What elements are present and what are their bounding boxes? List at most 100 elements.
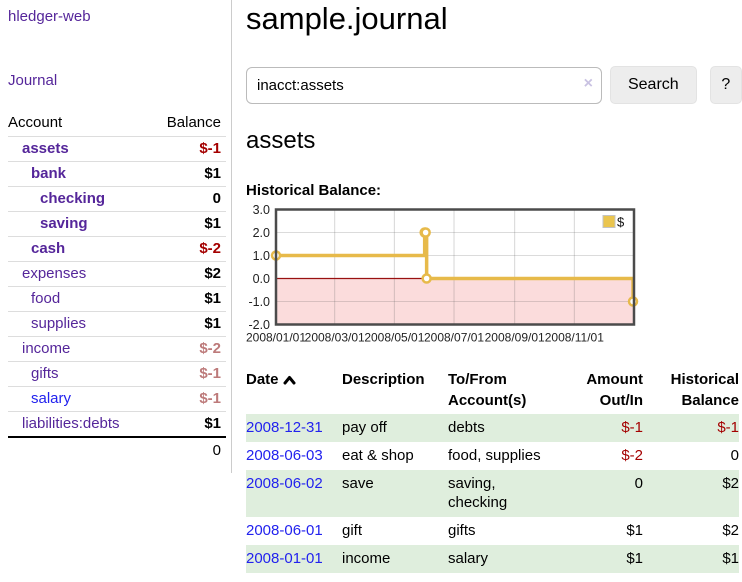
x-tick-label: 2008/09/01 bbox=[485, 331, 545, 345]
transaction-balance: $2 bbox=[643, 470, 739, 517]
accounts-body: assets $-1 bank $1 checking bbox=[8, 136, 226, 437]
transaction-description: income bbox=[342, 545, 448, 573]
x-tick-label: 2008/07/01 bbox=[424, 331, 484, 345]
accounts-col-balance: Balance bbox=[166, 114, 221, 131]
account-link[interactable]: cash bbox=[31, 240, 66, 257]
account-row: food $1 bbox=[8, 286, 226, 312]
account-balance: $1 bbox=[150, 211, 226, 237]
account-row: checking 0 bbox=[8, 186, 226, 212]
transaction-balance: $1 bbox=[643, 545, 739, 573]
account-row: supplies $1 bbox=[8, 311, 226, 337]
account-link[interactable]: food bbox=[31, 290, 61, 307]
transaction-date-link[interactable]: 2008-01-01 bbox=[246, 550, 323, 567]
sidebar: hledger-web Journal Account Balance asse… bbox=[0, 0, 232, 473]
x-tick-label: 2008/01/01 bbox=[246, 331, 306, 345]
account-row: liabilities:debts $1 bbox=[8, 411, 226, 437]
col-balance: Historical Balance bbox=[670, 371, 739, 409]
transaction-date-link[interactable]: 2008-06-01 bbox=[246, 522, 323, 539]
historical-balance-chart: $3.0 2.0 1.0 0.0 -1.0 -2.0 2008/01/01 2008/03/0… bbox=[246, 203, 646, 348]
transaction-description: save bbox=[342, 470, 448, 517]
transaction-row: 2008-06-03 eat & shop food, supplies $-2… bbox=[246, 442, 739, 470]
account-link[interactable]: salary bbox=[31, 390, 72, 407]
account-link[interactable]: checking bbox=[40, 190, 106, 207]
col-description: Description bbox=[342, 371, 425, 388]
account-balance: $-2 bbox=[150, 236, 226, 262]
account-link[interactable]: bank bbox=[31, 165, 67, 182]
data-point-marker bbox=[420, 227, 431, 238]
help-button[interactable]: ? bbox=[709, 66, 742, 104]
account-row: expenses $2 bbox=[8, 261, 226, 287]
accounts-table: Account Balance assets $-1 ban bbox=[8, 110, 226, 463]
data-point-marker bbox=[421, 273, 432, 284]
transaction-accounts: salary bbox=[448, 545, 548, 573]
account-balance: $-1 bbox=[150, 361, 226, 387]
transaction-row: 2008-06-02 save saving, checking 0 $2 bbox=[246, 470, 739, 517]
col-amount: Amount Out/In bbox=[586, 371, 643, 409]
account-link[interactable]: gifts bbox=[31, 365, 59, 382]
register-header-row: Date Description To/From Account(s) Amou… bbox=[246, 367, 739, 414]
transaction-date-link[interactable]: 2008-12-31 bbox=[246, 419, 323, 436]
accounts-total-row: 0 bbox=[8, 436, 226, 463]
account-link[interactable]: supplies bbox=[31, 315, 87, 332]
x-tick-label: 2008/11/01 bbox=[545, 331, 604, 345]
register-body: 2008-12-31 pay off debts $-1 $-1 2008-06… bbox=[246, 414, 739, 573]
transaction-amount: $1 bbox=[626, 522, 643, 539]
transaction-row: 2008-01-01 income salary $1 $1 bbox=[246, 545, 739, 573]
sidebar-item-journal[interactable]: Journal bbox=[8, 72, 58, 89]
y-tick-label: 0.0 bbox=[253, 272, 270, 286]
y-tick-label: -2.0 bbox=[248, 318, 270, 332]
chart-heading: Historical Balance: bbox=[246, 182, 382, 199]
account-balance: 0 bbox=[150, 186, 226, 212]
account-link[interactable]: income bbox=[22, 340, 71, 357]
x-tick-label: 2008/03/01 bbox=[305, 331, 365, 345]
chart-frame bbox=[274, 208, 636, 326]
account-link[interactable]: expenses bbox=[22, 265, 87, 282]
search-form: × Search ? bbox=[246, 66, 742, 104]
col-date-sort[interactable]: Date bbox=[246, 367, 342, 414]
account-row: saving $1 bbox=[8, 211, 226, 237]
accounts-col-account: Account bbox=[8, 114, 63, 131]
transaction-date-link[interactable]: 2008-06-03 bbox=[246, 447, 323, 464]
account-row: bank $1 bbox=[8, 161, 226, 187]
transaction-description: eat & shop bbox=[342, 447, 414, 464]
transaction-amount: $-1 bbox=[548, 414, 643, 442]
account-title: assets bbox=[246, 127, 316, 154]
account-link[interactable]: liabilities:debts bbox=[22, 415, 120, 432]
x-tick-label: 2008/05/01 bbox=[364, 331, 424, 345]
transaction-accounts: debts bbox=[448, 414, 548, 442]
account-row: cash $-2 bbox=[8, 236, 226, 262]
account-balance: $-2 bbox=[150, 336, 226, 362]
transaction-date-link[interactable]: 2008-06-02 bbox=[246, 475, 323, 492]
account-balance: $1 bbox=[150, 411, 226, 437]
search-button[interactable]: Search bbox=[609, 66, 697, 104]
page-title: sample.journal bbox=[246, 1, 448, 36]
y-tick-label: 2.0 bbox=[253, 226, 270, 240]
account-link[interactable]: assets bbox=[22, 140, 69, 157]
transaction-amount: 0 bbox=[548, 470, 643, 517]
search-box: × bbox=[246, 66, 602, 104]
account-balance: $2 bbox=[150, 261, 226, 287]
account-balance: $1 bbox=[150, 286, 226, 312]
account-row: assets $-1 bbox=[8, 136, 226, 162]
transaction-description: gift bbox=[342, 522, 363, 539]
legend-swatch bbox=[602, 215, 616, 228]
col-accounts: To/From Account(s) bbox=[448, 371, 527, 409]
app-title-link[interactable]: hledger-web bbox=[8, 8, 91, 25]
transaction-accounts: gifts bbox=[448, 522, 476, 539]
clear-search-icon[interactable]: × bbox=[583, 74, 593, 92]
account-row: income $-2 bbox=[8, 336, 226, 362]
search-input[interactable] bbox=[246, 66, 602, 104]
legend-label: $ bbox=[617, 215, 625, 230]
accounts-total-value: 0 bbox=[150, 436, 226, 463]
chart-svg: $3.0 2.0 1.0 0.0 -1.0 -2.02008/01/012008/03/0… bbox=[246, 203, 639, 345]
y-tick-label: 1.0 bbox=[253, 249, 270, 263]
transaction-balance: $-1 bbox=[643, 414, 739, 442]
transaction-accounts: saving, checking bbox=[448, 470, 548, 517]
transaction-row: 2008-06-01 gift gifts $1 $2 bbox=[246, 517, 739, 545]
transaction-accounts: food, supplies bbox=[448, 447, 541, 464]
account-balance: $1 bbox=[150, 161, 226, 187]
account-balance: $1 bbox=[150, 311, 226, 337]
negative-region bbox=[276, 278, 634, 325]
account-link[interactable]: saving bbox=[40, 215, 88, 232]
